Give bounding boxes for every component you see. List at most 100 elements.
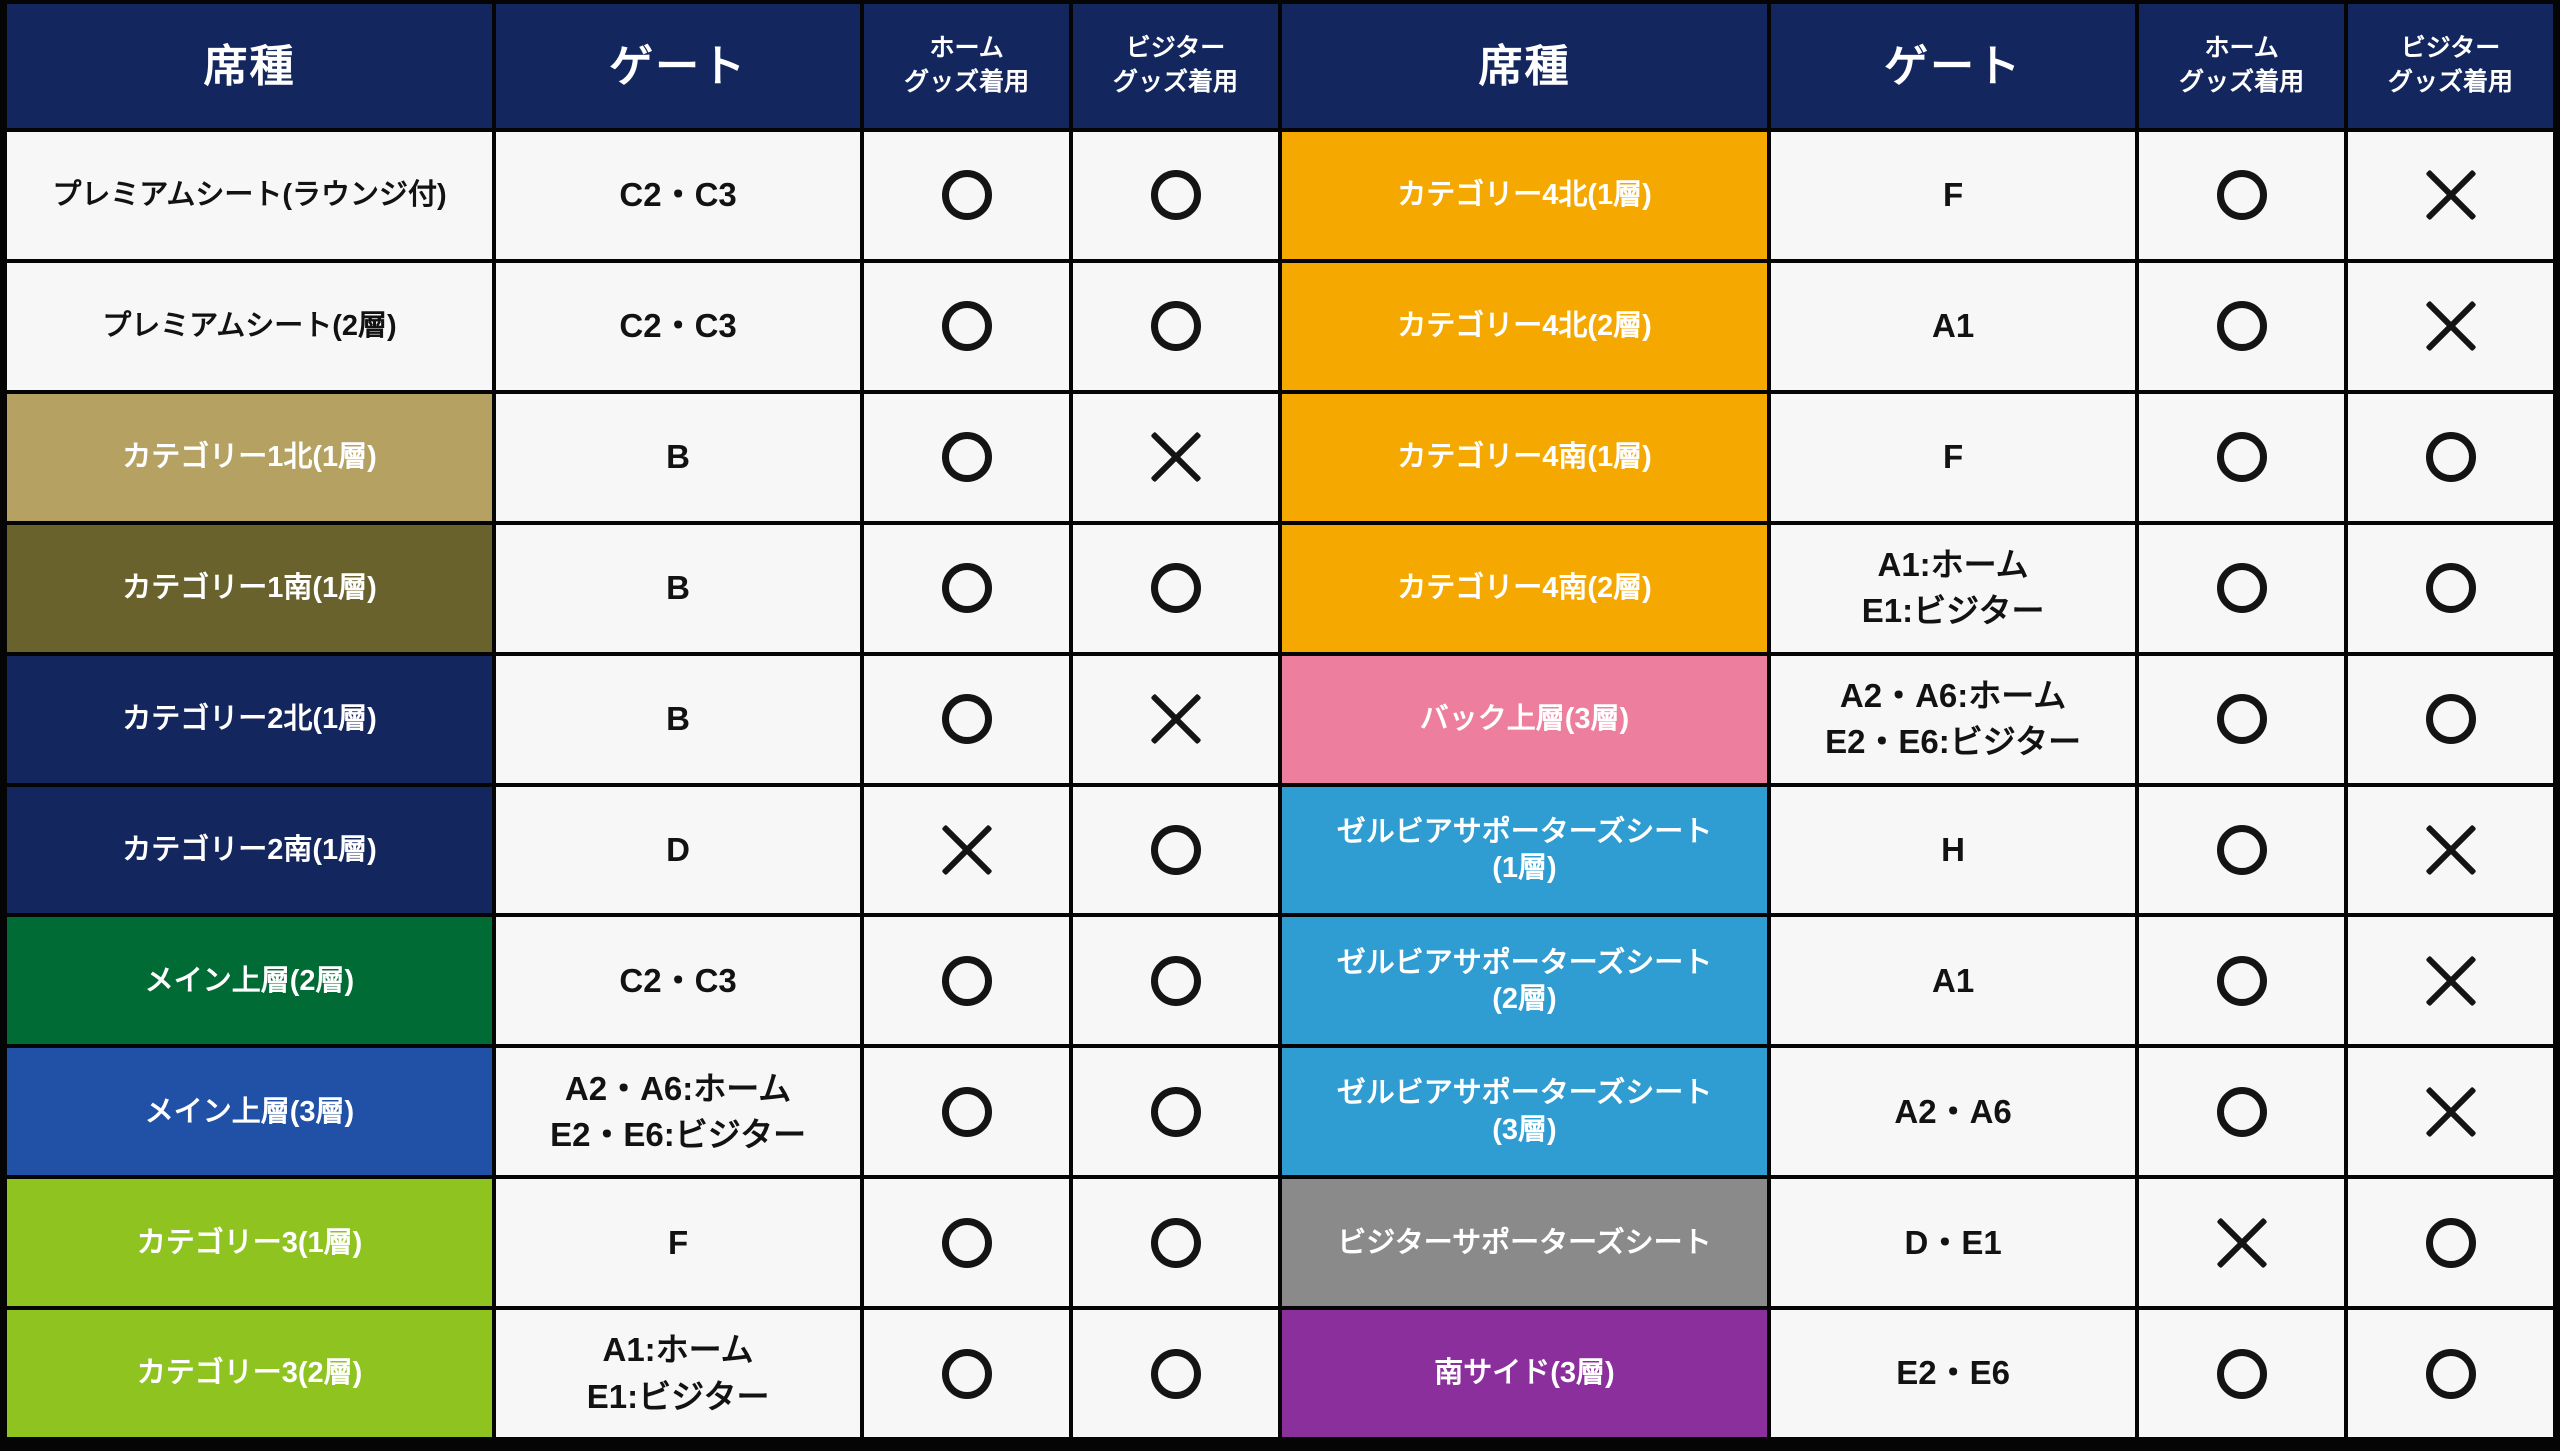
- header-visitor-goods-left: ビジター グッズ着用: [1073, 4, 1278, 128]
- home-goods-mark-cell-left-7: [864, 917, 1070, 1045]
- visitor-goods-mark-cell-left-3: [1073, 393, 1278, 521]
- seat-type-cell-right-4: カテゴリー4南(2層): [1282, 524, 1767, 652]
- circle-allowed-icon: [2216, 1086, 2267, 1137]
- header-visitor-goods-right: ビジター グッズ着用: [2348, 4, 2553, 128]
- gate-cell-left-6: D: [495, 786, 861, 914]
- home-goods-mark-cell-left-4: [864, 524, 1070, 652]
- gate-cell-left-7: C2・C3: [495, 917, 861, 1045]
- visitor-goods-mark-cell-left-1: [1073, 132, 1278, 259]
- header-gate-left: ゲート: [495, 4, 861, 128]
- seat-type-cell-right-7: ゼルビアサポーターズシート (2層): [1282, 917, 1767, 1045]
- visitor-goods-mark-cell-right-7: [2348, 917, 2553, 1045]
- gate-cell-right-2: A1: [1770, 262, 2136, 390]
- circle-allowed-icon: [2216, 824, 2267, 875]
- header-gate-right: ゲート: [1770, 4, 2136, 128]
- circle-allowed-icon: [2216, 563, 2267, 614]
- gate-cell-right-4: A1:ホーム E1:ビジター: [1770, 524, 2136, 652]
- circle-allowed-icon: [2425, 1217, 2476, 1268]
- gate-cell-left-10: A1:ホーム E1:ビジター: [495, 1310, 861, 1437]
- circle-allowed-icon: [941, 432, 992, 483]
- circle-allowed-icon: [941, 694, 992, 745]
- circle-allowed-icon: [941, 955, 992, 1006]
- seat-type-cell-left-4: カテゴリー1南(1層): [7, 524, 492, 652]
- circle-allowed-icon: [1150, 301, 1201, 352]
- seat-type-cell-left-5: カテゴリー2北(1層): [7, 655, 492, 783]
- visitor-goods-mark-cell-left-5: [1073, 655, 1278, 783]
- home-goods-mark-cell-right-10: [2139, 1310, 2345, 1437]
- circle-allowed-icon: [1150, 1217, 1201, 1268]
- visitor-goods-mark-cell-right-8: [2348, 1048, 2553, 1176]
- seat-type-cell-left-10: カテゴリー3(2層): [7, 1310, 492, 1437]
- gate-cell-left-2: C2・C3: [495, 262, 861, 390]
- seat-type-cell-left-6: カテゴリー2南(1層): [7, 786, 492, 914]
- visitor-goods-mark-cell-right-4: [2348, 524, 2553, 652]
- visitor-goods-mark-cell-left-2: [1073, 262, 1278, 390]
- circle-allowed-icon: [1150, 824, 1201, 875]
- gate-cell-left-1: C2・C3: [495, 132, 861, 259]
- cross-not-allowed-icon: [1150, 431, 1202, 483]
- visitor-goods-mark-cell-right-5: [2348, 655, 2553, 783]
- gate-cell-right-6: H: [1770, 786, 2136, 914]
- home-goods-mark-cell-right-3: [2139, 393, 2345, 521]
- circle-allowed-icon: [2425, 432, 2476, 483]
- gate-cell-right-8: A2・A6: [1770, 1048, 2136, 1176]
- seat-type-cell-right-9: ビジターサポーターズシート: [1282, 1179, 1767, 1307]
- seat-type-cell-left-3: カテゴリー1北(1層): [7, 393, 492, 521]
- seat-type-cell-left-7: メイン上層(2層): [7, 917, 492, 1045]
- cross-not-allowed-icon: [1150, 693, 1202, 745]
- cross-not-allowed-icon: [2425, 1086, 2477, 1138]
- home-goods-mark-cell-right-4: [2139, 524, 2345, 652]
- visitor-goods-mark-cell-right-1: [2348, 132, 2553, 259]
- gate-cell-left-9: F: [495, 1179, 861, 1307]
- circle-allowed-icon: [941, 301, 992, 352]
- table-grid: 席種 ゲート ホーム グッズ着用 ビジター グッズ着用 席種 ゲート ホーム グ…: [7, 4, 2553, 1437]
- seat-type-cell-right-8: ゼルビアサポーターズシート (3層): [1282, 1048, 1767, 1176]
- home-goods-mark-cell-left-9: [864, 1179, 1070, 1307]
- gate-cell-left-3: B: [495, 393, 861, 521]
- home-goods-mark-cell-right-6: [2139, 786, 2345, 914]
- seat-type-cell-left-8: メイン上層(3層): [7, 1048, 492, 1176]
- circle-allowed-icon: [941, 1217, 992, 1268]
- visitor-goods-mark-cell-right-10: [2348, 1310, 2553, 1437]
- circle-allowed-icon: [2216, 694, 2267, 745]
- home-goods-mark-cell-left-2: [864, 262, 1070, 390]
- visitor-goods-mark-cell-right-6: [2348, 786, 2553, 914]
- home-goods-mark-cell-right-1: [2139, 132, 2345, 259]
- cross-not-allowed-icon: [2216, 1217, 2268, 1269]
- circle-allowed-icon: [1150, 170, 1201, 221]
- home-goods-mark-cell-left-10: [864, 1310, 1070, 1437]
- cross-not-allowed-icon: [2425, 300, 2477, 352]
- circle-allowed-icon: [941, 563, 992, 614]
- gate-cell-right-3: F: [1770, 393, 2136, 521]
- cross-not-allowed-icon: [2425, 169, 2477, 221]
- visitor-goods-mark-cell-left-7: [1073, 917, 1278, 1045]
- home-goods-mark-cell-left-5: [864, 655, 1070, 783]
- seat-type-cell-right-5: バック上層(3層): [1282, 655, 1767, 783]
- seat-type-cell-left-2: プレミアムシート(2層): [7, 262, 492, 390]
- seat-type-cell-right-6: ゼルビアサポーターズシート (1層): [1282, 786, 1767, 914]
- header-seat-type-left: 席種: [7, 4, 492, 128]
- circle-allowed-icon: [2216, 432, 2267, 483]
- circle-allowed-icon: [2425, 1348, 2476, 1399]
- seat-type-cell-right-10: 南サイド(3層): [1282, 1310, 1767, 1437]
- seat-type-cell-right-3: カテゴリー4南(1層): [1282, 393, 1767, 521]
- home-goods-mark-cell-left-8: [864, 1048, 1070, 1176]
- header-home-goods-left: ホーム グッズ着用: [864, 4, 1070, 128]
- circle-allowed-icon: [1150, 1348, 1201, 1399]
- circle-allowed-icon: [1150, 955, 1201, 1006]
- header-home-goods-right: ホーム グッズ着用: [2139, 4, 2345, 128]
- home-goods-mark-cell-right-9: [2139, 1179, 2345, 1307]
- circle-allowed-icon: [941, 170, 992, 221]
- home-goods-mark-cell-right-5: [2139, 655, 2345, 783]
- gate-cell-right-1: F: [1770, 132, 2136, 259]
- home-goods-mark-cell-right-7: [2139, 917, 2345, 1045]
- circle-allowed-icon: [941, 1348, 992, 1399]
- visitor-goods-mark-cell-left-6: [1073, 786, 1278, 914]
- home-goods-mark-cell-right-2: [2139, 262, 2345, 390]
- seat-type-cell-right-2: カテゴリー4北(2層): [1282, 262, 1767, 390]
- home-goods-mark-cell-left-3: [864, 393, 1070, 521]
- gate-cell-left-8: A2・A6:ホーム E2・E6:ビジター: [495, 1048, 861, 1176]
- circle-allowed-icon: [2425, 694, 2476, 745]
- seat-type-cell-right-1: カテゴリー4北(1層): [1282, 132, 1767, 259]
